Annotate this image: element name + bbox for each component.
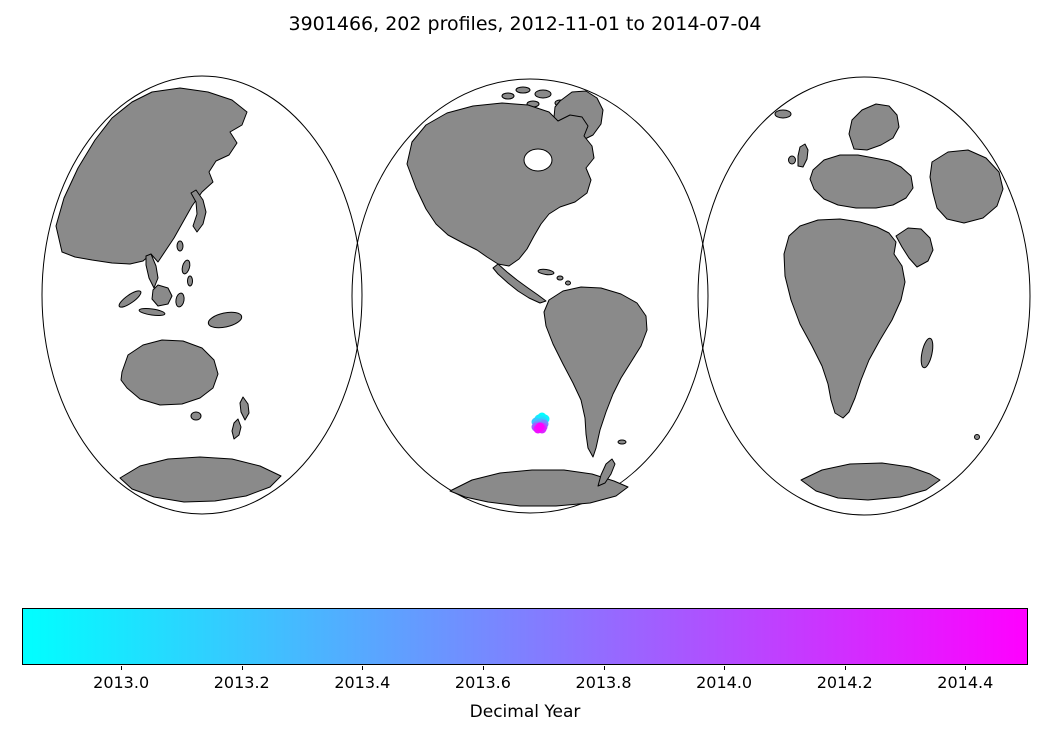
landmass-arabia bbox=[895, 227, 934, 268]
colorbar-tick-mark bbox=[724, 666, 726, 670]
landmass-antarctica-right bbox=[800, 462, 941, 501]
colorbar-tick-label: 2013.0 bbox=[93, 673, 150, 692]
island-arctic-2 bbox=[515, 86, 531, 94]
island-caribbean bbox=[565, 280, 571, 286]
island-hispaniola bbox=[556, 275, 564, 281]
landmass-australia bbox=[120, 339, 219, 406]
colorbar-tick-mark bbox=[241, 666, 243, 670]
landmass-north-america bbox=[406, 102, 595, 267]
island-iceland bbox=[774, 109, 792, 119]
landmass-africa bbox=[783, 218, 906, 419]
colorbar-gradient bbox=[22, 608, 1028, 665]
island-borneo bbox=[151, 284, 173, 307]
island-philippines-2 bbox=[187, 275, 193, 287]
island-taiwan bbox=[176, 240, 184, 252]
profile-points-cluster bbox=[531, 412, 550, 434]
island-ireland bbox=[788, 155, 796, 165]
colorbar-tick-mark bbox=[603, 666, 605, 670]
colorbar-tick-mark bbox=[844, 666, 846, 670]
landmass-west-asia bbox=[929, 149, 1004, 224]
landmass-asia bbox=[55, 87, 248, 265]
island-new-zealand-south bbox=[231, 418, 242, 440]
colorbar-tick-label: 2013.8 bbox=[575, 673, 632, 692]
landmass-antarctica-middle bbox=[449, 469, 629, 507]
landmass-europe bbox=[809, 154, 914, 209]
landmass-antarctic-peninsula bbox=[597, 458, 616, 487]
island-philippines bbox=[181, 259, 191, 275]
island-cuba bbox=[537, 268, 555, 276]
landmass-central-america bbox=[492, 263, 547, 304]
landmass-japan bbox=[190, 189, 207, 233]
colorbar-tick-mark bbox=[482, 666, 484, 670]
island-madagascar bbox=[920, 337, 934, 369]
landmasses-asia-pacific bbox=[55, 87, 282, 503]
landmasses-americas bbox=[406, 86, 648, 507]
colorbar-tick-label: 2014.0 bbox=[696, 673, 753, 692]
island-tasmania bbox=[190, 411, 202, 421]
landmass-antarctica-left bbox=[119, 456, 282, 503]
island-great-britain bbox=[797, 143, 809, 168]
figure-title: 3901466, 202 profiles, 2012-11-01 to 201… bbox=[288, 13, 762, 35]
island-falklands bbox=[617, 439, 627, 445]
landmass-scandinavia bbox=[848, 103, 900, 151]
island-new-zealand-north bbox=[239, 396, 250, 421]
lobe-outline-europe-africa bbox=[697, 76, 1031, 516]
island-sumatra bbox=[118, 290, 142, 308]
colorbar-tick-label: 2014.4 bbox=[937, 673, 994, 692]
colorbar-tick-label: 2013.4 bbox=[334, 673, 391, 692]
colorbar-tick-label: 2013.2 bbox=[213, 673, 270, 692]
landmass-south-america bbox=[543, 286, 648, 458]
colorbar-tick-label: 2014.2 bbox=[816, 673, 873, 692]
island-java bbox=[138, 308, 166, 316]
island-new-guinea bbox=[207, 311, 243, 329]
hudson-bay bbox=[523, 148, 553, 172]
island-southern-ocean-dot bbox=[974, 434, 980, 440]
island-arctic-3 bbox=[534, 89, 552, 99]
lobe-outline-americas bbox=[351, 78, 709, 514]
lobe-outline-asia-pacific bbox=[41, 75, 363, 515]
profile-point bbox=[535, 422, 545, 432]
colorbar-axis-label: Decimal Year bbox=[469, 702, 581, 722]
map-lobe-outlines bbox=[41, 75, 1031, 516]
island-sulawesi bbox=[175, 292, 185, 308]
colorbar-ticks: 2013.0 2013.2 2013.4 2013.6 2013.8 2014.0 2014… bbox=[22, 666, 1028, 700]
landmass-malay-peninsula bbox=[145, 253, 159, 289]
colorbar-tick-mark bbox=[362, 666, 364, 670]
colorbar-tick-mark bbox=[965, 666, 967, 670]
colorbar-tick-mark bbox=[121, 666, 123, 670]
colorbar-tick-label: 2013.6 bbox=[454, 673, 511, 692]
island-arctic-1 bbox=[501, 92, 515, 100]
landmasses-europe-africa bbox=[774, 103, 1004, 501]
